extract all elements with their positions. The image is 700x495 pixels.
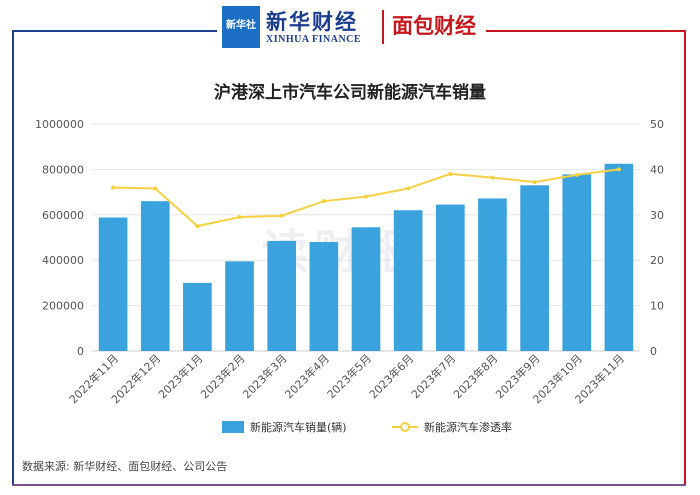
x-tick-label: 2023年8月: [450, 351, 500, 401]
x-tick: 2023年1月: [155, 351, 205, 401]
y2-tick-label: 0: [650, 345, 657, 358]
y-tick-label: 800000: [42, 163, 84, 176]
x-tick-label: 2023年2月: [197, 351, 247, 401]
xinhua-finance-en-logo: XINHUA FINANCE: [266, 34, 362, 45]
line-point: [490, 175, 495, 180]
y2-tick-label: 30: [650, 209, 664, 222]
legend-bar-swatch: [222, 421, 244, 433]
x-axis: 2022年11月2022年12月2023年1月2023年2月2023年3月202…: [66, 351, 627, 406]
logo-divider: [382, 10, 384, 44]
line-point: [574, 172, 579, 177]
legend-bar-label: 新能源汽车销量(辆): [250, 420, 347, 434]
mianbao-finance-logo: 面包财经: [392, 14, 476, 38]
y-tick-label: 1000000: [35, 118, 84, 131]
bar-series: [98, 163, 634, 351]
y-tick-label: 600000: [42, 209, 84, 222]
y-tick-label: 400000: [42, 254, 84, 267]
x-tick-label: 2023年4月: [282, 351, 332, 401]
x-tick: 2023年3月: [240, 351, 290, 401]
x-tick-label: 2023年1月: [155, 351, 205, 401]
xinhua-finance-logo: 新华财经: [266, 9, 358, 34]
bar: [267, 240, 297, 351]
xinhua-badge-logo: 新华社: [222, 6, 260, 48]
line-point: [153, 186, 158, 191]
frame-top-right: [486, 30, 686, 32]
logo-header: 新华社 新华财经 XINHUA FINANCE 面包财经: [222, 6, 484, 50]
bar: [562, 174, 592, 351]
line-point: [195, 224, 200, 229]
line-point: [616, 167, 621, 172]
line-point: [448, 171, 453, 176]
x-tick: 2023年4月: [282, 351, 332, 401]
x-tick: 2023年7月: [408, 351, 458, 401]
frame-top-left: [12, 30, 217, 32]
y-tick-label: 200000: [42, 300, 84, 313]
y-axis-left: 0 200000 400000 600000 800000 1000000: [35, 118, 84, 358]
x-tick: 2023年6月: [366, 351, 416, 401]
bar: [351, 227, 381, 351]
chart-title: 沪港深上市汽车公司新能源汽车销量: [214, 83, 486, 103]
bar: [520, 185, 549, 351]
y-axis-right: 0 10 20 30 40 50: [650, 118, 664, 358]
y2-tick-label: 20: [650, 254, 664, 267]
bar: [98, 217, 128, 351]
frame-bottom: [12, 484, 686, 486]
x-tick-label: 2023年7月: [408, 351, 458, 401]
bar: [183, 282, 212, 351]
line-point: [321, 199, 326, 204]
x-tick: 2023年5月: [324, 351, 374, 401]
data-source: 数据来源: 新华财经、面包财经、公司公告: [22, 460, 228, 473]
bar: [225, 261, 254, 351]
y2-tick-label: 40: [650, 163, 664, 176]
line-point: [364, 194, 368, 199]
y2-tick-label: 10: [650, 300, 664, 313]
x-tick-label: 2023年5月: [324, 351, 374, 401]
frame-right: [684, 30, 686, 485]
y2-tick-label: 50: [650, 118, 664, 131]
legend-line-label: 新能源汽车渗透率: [424, 420, 512, 434]
x-tick: 2023年2月: [197, 351, 247, 401]
x-tick-label: 2023年6月: [366, 351, 416, 401]
line-point: [111, 185, 116, 190]
line-series: [111, 167, 621, 229]
bar: [478, 198, 507, 351]
x-tick: 2023年8月: [450, 351, 500, 401]
line-point: [406, 186, 411, 191]
line-point: [532, 180, 537, 185]
bar: [140, 201, 170, 351]
line-point: [237, 215, 242, 220]
x-tick-label: 2023年3月: [240, 351, 290, 401]
bar: [604, 163, 634, 351]
legend: 新能源汽车销量(辆) 新能源汽车渗透率: [222, 420, 512, 434]
y-tick-label: 0: [77, 345, 84, 358]
line-point: [279, 213, 284, 218]
bar: [393, 210, 423, 351]
bar: [435, 204, 465, 351]
frame-left: [12, 30, 14, 485]
legend-line-marker: [400, 422, 410, 432]
bar: [309, 242, 339, 351]
